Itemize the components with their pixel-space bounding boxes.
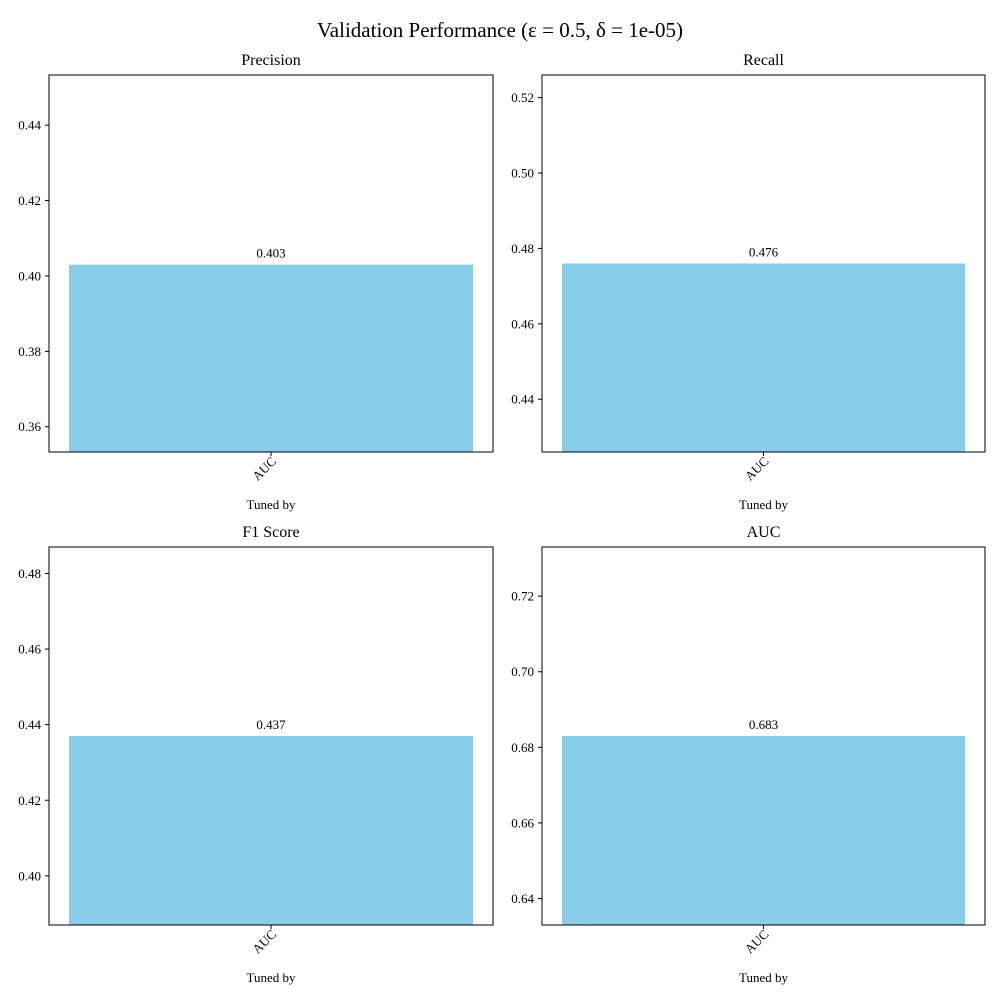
y-tick-label: 0.46	[18, 642, 41, 657]
x-axis-label: Tuned by	[246, 497, 296, 512]
subplot-title: F1 Score	[242, 524, 299, 541]
x-axis-label: Tuned by	[739, 970, 789, 985]
bar-value-label: 0.437	[256, 717, 286, 732]
y-tick-label: 0.42	[18, 793, 41, 808]
y-tick-label: 0.44	[18, 118, 41, 133]
subplot-2: 0.476 AUC 0.44 0.46 0.48 0.50 0.52 Recall Tuned …	[511, 52, 986, 512]
y-tick-label: 0.40	[18, 268, 41, 283]
subplot-grid: 0.403 AUC 0.36 0.38 0.40 0.42 0.44 Precision Tun…	[18, 52, 986, 985]
x-tick-label: AUC	[249, 454, 279, 484]
bar	[68, 736, 474, 925]
bar-value-label: 0.403	[256, 246, 285, 261]
y-tick-label: 0.70	[511, 664, 534, 679]
subplot-1: 0.403 AUC 0.36 0.38 0.40 0.42 0.44 Precision Tun…	[18, 52, 494, 512]
y-tick-label: 0.44	[511, 392, 534, 407]
subplot-4: 0.683 AUC 0.64 0.66 0.68 0.70 0.72 AUC Tuned by	[511, 524, 986, 985]
x-axis-label: Tuned by	[739, 497, 789, 512]
axes-frame	[541, 74, 986, 453]
subplot-title: Precision	[241, 52, 301, 69]
bar-value-label: 0.683	[749, 717, 778, 732]
subplot-title: AUC	[747, 524, 781, 541]
y-tick-label: 0.48	[18, 566, 41, 581]
y-tick-label: 0.52	[511, 90, 534, 105]
y-tick-label: 0.64	[511, 891, 534, 906]
y-tick-label: 0.68	[511, 740, 534, 755]
y-tick-label: 0.72	[511, 589, 534, 604]
y-tick-label: 0.46	[511, 316, 534, 331]
y-tick-label: 0.48	[511, 241, 534, 256]
bar	[561, 263, 966, 452]
y-tick-label: 0.50	[511, 166, 534, 181]
x-tick-label: AUC	[249, 927, 279, 957]
x-tick-label: AUC	[742, 454, 772, 484]
axes-frame	[48, 546, 494, 926]
subplot-3: 0.437 AUC 0.40 0.42 0.44 0.46 0.48 F1 Score Tune…	[18, 524, 494, 985]
y-tick-label: 0.44	[18, 717, 41, 732]
y-tick-label: 0.42	[18, 193, 41, 208]
x-tick-label: AUC	[742, 927, 772, 957]
axes-frame	[48, 74, 494, 453]
subplot-title: Recall	[743, 52, 784, 69]
x-axis-label: Tuned by	[246, 970, 296, 985]
bar	[561, 736, 966, 925]
axes-frame	[541, 546, 986, 926]
y-tick-label: 0.66	[511, 815, 534, 830]
bar	[68, 264, 474, 452]
y-tick-label: 0.36	[18, 419, 41, 434]
bar-value-label: 0.476	[749, 245, 779, 260]
y-tick-label: 0.38	[18, 344, 41, 359]
figure-title: Validation Performance (ε = 0.5, δ = 1e-…	[317, 18, 683, 42]
y-tick-label: 0.40	[18, 868, 41, 883]
